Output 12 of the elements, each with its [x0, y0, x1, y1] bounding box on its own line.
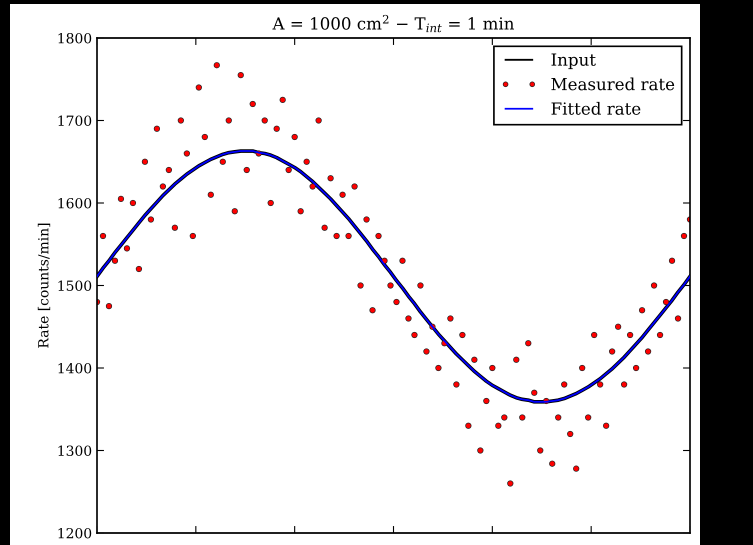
y-tick-label: 1200	[58, 528, 92, 538]
y-tick-label: 1600	[58, 198, 92, 208]
y-tick-label: 1400	[58, 362, 92, 374]
legend-label: Input	[552, 54, 596, 70]
y-tick-label: 1500	[58, 280, 92, 291]
y-tick-label: 1300	[58, 445, 92, 456]
legend-label: Measured rate	[551, 77, 674, 90]
chart-title: A = 1000 cm$^{2}$ − T$_{int}$ = 1 min	[272, 14, 514, 32]
y-tick-label: 1800	[58, 32, 92, 44]
y-axis-title: Rate [counts/min]	[38, 224, 50, 348]
legend-label: Fitted rate	[552, 102, 640, 115]
y-tick-label: 1700	[58, 115, 92, 126]
